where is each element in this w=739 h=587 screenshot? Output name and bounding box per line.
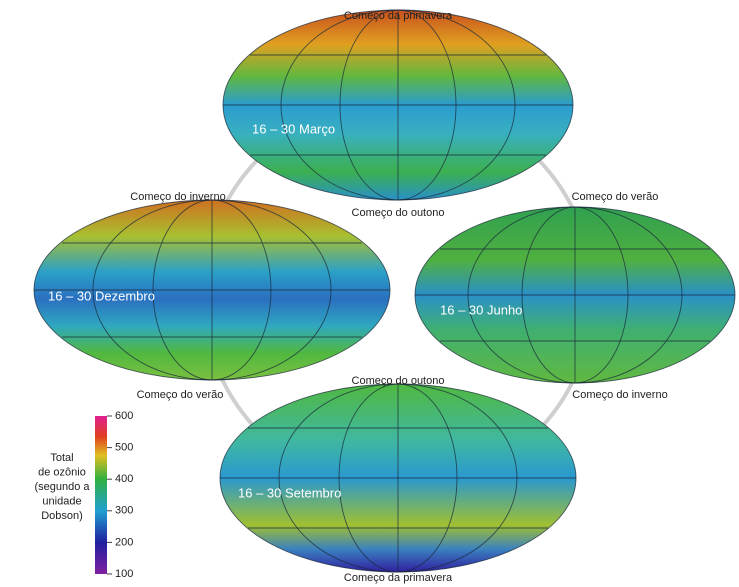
map-march bbox=[223, 10, 573, 200]
color-bar bbox=[95, 416, 107, 574]
map-september bbox=[220, 384, 576, 572]
legend-title: (segundo a bbox=[34, 481, 90, 493]
season-label: Começo do inverno bbox=[572, 389, 667, 401]
season-label: Começo do outono bbox=[352, 207, 445, 219]
season-label: Começo do inverno bbox=[130, 191, 225, 203]
season-label: Começo do outono bbox=[352, 375, 445, 387]
legend-title: unidade bbox=[42, 495, 81, 507]
tick-label: 600 bbox=[115, 410, 133, 422]
map-june bbox=[415, 207, 735, 383]
legend-title: Total bbox=[50, 452, 73, 464]
figure: Começo da primavera Começo do inverno Co… bbox=[0, 0, 739, 587]
tick-label: 300 bbox=[115, 505, 133, 517]
tick-label: 200 bbox=[115, 536, 133, 548]
season-label: Começo do verão bbox=[572, 191, 659, 203]
legend: Total de ozônio (segundo a unidade Dobson) 60… bbox=[34, 410, 133, 580]
legend-title: de ozônio bbox=[38, 466, 86, 478]
map-date: 16 – 30 Setembro bbox=[238, 485, 341, 500]
map-date: 16 – 30 Junho bbox=[440, 302, 522, 317]
tick-label: 500 bbox=[115, 442, 133, 454]
tick-label: 100 bbox=[115, 568, 133, 580]
map-date: 16 – 30 Março bbox=[252, 121, 335, 136]
legend-title: Dobson) bbox=[41, 510, 83, 522]
map-date: 16 – 30 Dezembro bbox=[48, 288, 155, 303]
tick-label: 400 bbox=[115, 473, 133, 485]
season-label: Começo da primavera bbox=[344, 572, 453, 584]
season-label: Começo da primavera bbox=[344, 10, 453, 22]
season-label: Começo do verão bbox=[137, 389, 224, 401]
